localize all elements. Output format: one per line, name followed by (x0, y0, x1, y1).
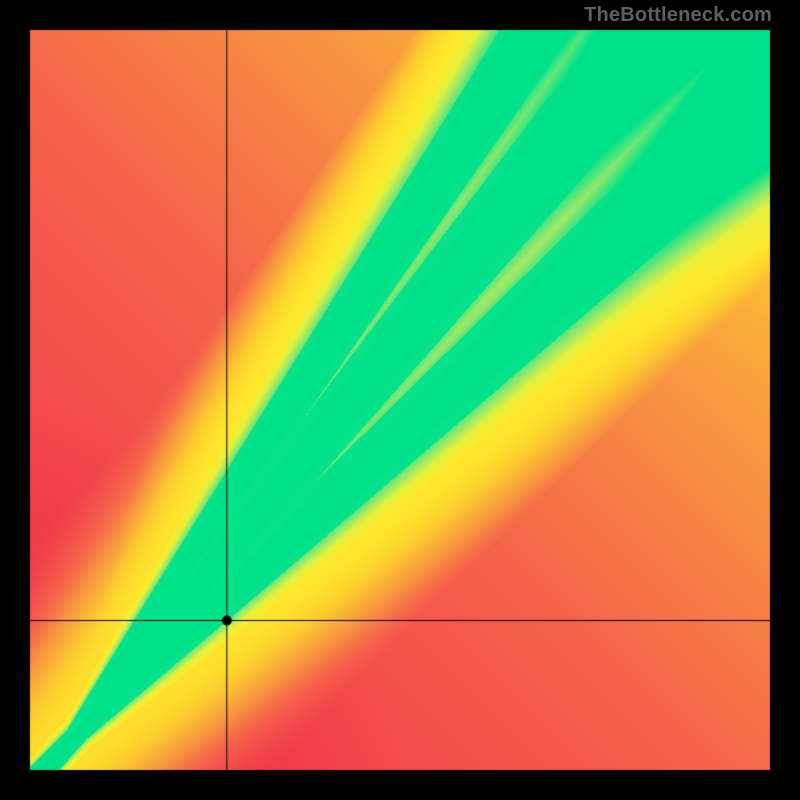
watermark-text: TheBottleneck.com (584, 4, 772, 27)
heatmap-canvas (0, 0, 800, 800)
chart-container: TheBottleneck.com (0, 0, 800, 800)
